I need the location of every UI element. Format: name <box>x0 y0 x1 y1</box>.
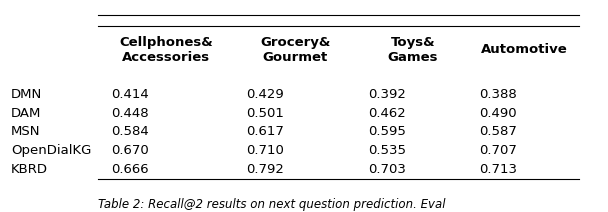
Text: Table 2: Recall@2 results on next question prediction. Eval: Table 2: Recall@2 results on next questi… <box>98 198 445 211</box>
